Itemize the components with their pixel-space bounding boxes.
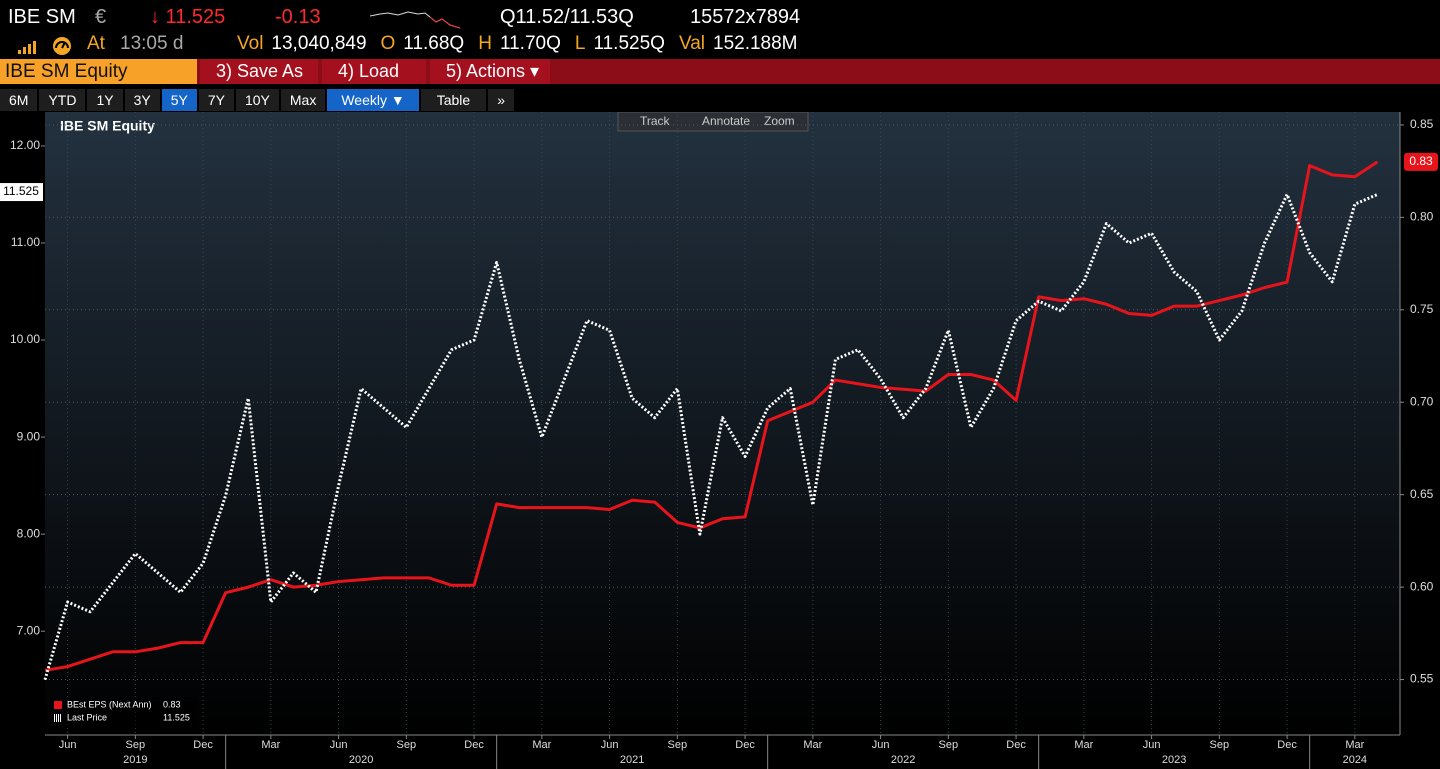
y2-tick-label: 0.80	[1410, 210, 1434, 224]
legend	[50, 697, 197, 727]
range-button[interactable]: 1Y	[87, 89, 123, 111]
stat-value: 11.68Q	[403, 33, 465, 54]
plot-background	[45, 112, 1400, 735]
range-button[interactable]: Max	[280, 89, 326, 111]
y-tick-label: 11.00	[11, 235, 40, 249]
x-tick-label: Dec	[193, 739, 213, 751]
toolbar: 6M YTD 1Y 3Y 5Y 7Y 10Y Max Weekly ▼ Table»	[0, 89, 514, 111]
ticker: IBE SM	[8, 6, 76, 28]
x-tick-label: Mar	[532, 739, 551, 751]
time: 13:05 d	[120, 33, 184, 54]
x-tick-label: Dec	[1006, 739, 1026, 751]
y-tick-label: 10.00	[10, 332, 40, 346]
range-button[interactable]: 6M	[0, 89, 38, 111]
y2-tick-label: 0.70	[1410, 394, 1434, 408]
legend-value: 11.525	[163, 712, 190, 722]
stat-value: 152.188M	[713, 33, 798, 54]
y2-tick-label: 0.60	[1410, 579, 1434, 593]
status-icons	[18, 37, 71, 55]
last-price: ↓ 11.525	[150, 6, 226, 28]
x-tick-label: Jun	[1143, 739, 1161, 751]
last-value-label: 0.83	[1409, 154, 1433, 168]
y2-tick-label: 0.75	[1410, 302, 1434, 316]
chart-tool[interactable]: Annotate	[702, 114, 750, 128]
sparkline	[370, 11, 460, 29]
stat-label: Vol	[237, 33, 264, 54]
y-tick-label: 12.00	[10, 138, 40, 152]
stat-value: 11.70Q	[499, 33, 561, 54]
x-tick-label: Jun	[330, 739, 348, 751]
x-tick-label: Mar	[803, 739, 822, 751]
year-label: 2022	[891, 754, 915, 766]
change: -0.13	[275, 6, 321, 28]
chart-tool[interactable]: Track	[640, 114, 671, 128]
x-tick-label: Jun	[601, 739, 619, 751]
stat-label: L	[574, 33, 586, 54]
security[interactable]: IBE SM Equity	[0, 59, 197, 84]
x-tick-label: Sep	[1210, 739, 1230, 751]
x-axis-area	[0, 735, 1440, 769]
stat-value: 13,040,849	[271, 33, 367, 54]
range-button[interactable]: 5Y	[161, 89, 197, 111]
y2-tick-label: 0.55	[1410, 672, 1434, 686]
y-tick-label: 8.00	[17, 526, 41, 540]
range-button[interactable]: YTD	[39, 89, 86, 111]
series-line	[43, 192, 1379, 681]
time-label: At	[87, 33, 105, 54]
x-tick-label: Dec	[735, 739, 755, 751]
stats: Vol 13,040,849 O 11.68Q H 11.70Q L 11.525Q Val 15…	[237, 33, 812, 55]
x-tick-label: Sep	[397, 739, 417, 751]
x-tick-label: Sep	[126, 739, 146, 751]
y-tick-label: 9.00	[17, 429, 41, 443]
menu-item[interactable]: 3) Save As	[200, 59, 318, 84]
range-button[interactable]: 7Y	[198, 89, 234, 111]
x-tick-label: Mar	[261, 739, 280, 751]
last-value-label: 11.525	[3, 184, 39, 198]
menu-item[interactable]: 4) Load	[322, 59, 426, 84]
legend-label: BEst EPS (Next Ann)	[67, 699, 152, 709]
x-tick-label: Dec	[1277, 739, 1297, 751]
year-label: 2020	[349, 754, 373, 766]
legend-value: 0.83	[163, 699, 181, 709]
series-line	[44, 160, 1379, 672]
stat-label: H	[478, 33, 492, 54]
stat-value: 11.525Q	[593, 33, 665, 54]
range-button[interactable]: 10Y	[235, 89, 279, 111]
year-label: 2023	[1162, 754, 1186, 766]
bid-ask: Q11.52/11.53Q	[500, 6, 634, 28]
x-tick-label: Jun	[872, 739, 890, 751]
menu-item[interactable]: 5) Actions ▾	[430, 59, 550, 84]
stat-label: Val	[678, 33, 705, 54]
x-tick-label: Dec	[464, 739, 484, 751]
year-label: 2021	[620, 754, 644, 766]
x-tick-label: Mar	[1074, 739, 1093, 751]
last-value-marker	[0, 183, 43, 202]
stat-label: O	[380, 33, 396, 54]
chart-tool[interactable]: Zoom	[764, 114, 795, 128]
x-tick-label: Mar	[1345, 739, 1364, 751]
frequency-button[interactable]: Weekly ▼	[327, 89, 419, 111]
x-tick-label: Sep	[668, 739, 688, 751]
year-label: 2019	[123, 754, 147, 766]
y2-tick-label: 0.65	[1410, 487, 1434, 501]
legend-swatch	[54, 701, 62, 709]
chart-title: IBE SM Equity	[60, 118, 155, 134]
currency: €	[95, 6, 107, 28]
range-button[interactable]: 3Y	[124, 89, 160, 111]
x-tick-label: Sep	[939, 739, 959, 751]
x-tick-label: Jun	[59, 739, 77, 751]
more-button[interactable]: »	[488, 89, 514, 111]
table-button[interactable]: Table	[420, 89, 487, 111]
bid-ask-size: 15572x7894	[690, 6, 801, 28]
y2-tick-label: 0.85	[1410, 117, 1434, 131]
last-value-marker	[1404, 152, 1438, 171]
y-tick-label: 7.00	[17, 623, 41, 637]
legend-label: Last Price	[67, 712, 107, 722]
chart: IBE SM Equity Track Annotate Zoom 7.00 8.00 9…	[0, 112, 1440, 769]
menu-bar: IBE SM Equity 3) Save As 4) Load 5) Action…	[0, 59, 1440, 84]
chart-tools	[617, 112, 809, 132]
year-label: 2024	[1343, 754, 1367, 766]
